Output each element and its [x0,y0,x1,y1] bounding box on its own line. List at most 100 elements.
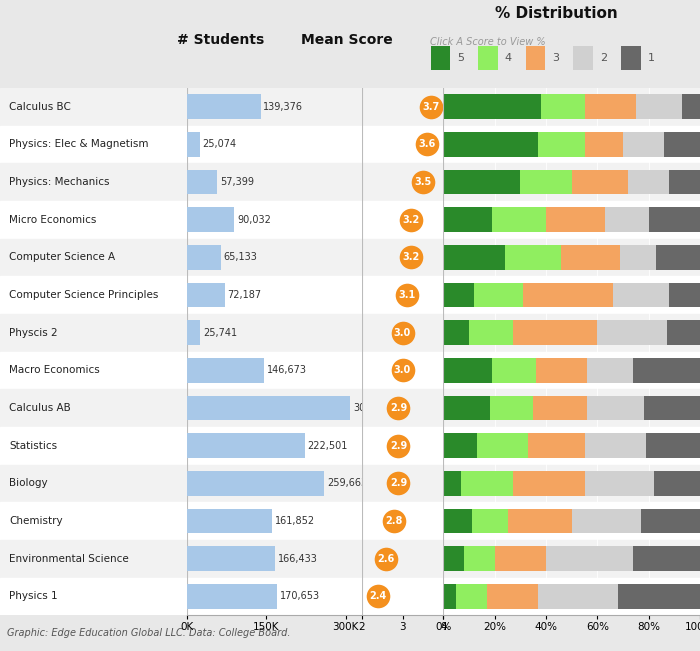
Bar [362,314,443,352]
Bar [0,502,187,540]
Bar [443,396,489,421]
Bar [0,238,187,276]
Bar [187,584,277,609]
Text: 1: 1 [648,53,654,63]
Bar [0,389,187,427]
Bar [584,471,654,495]
Bar [572,170,628,194]
Bar [0,465,187,502]
Bar [443,320,469,345]
Text: Calculus AB: Calculus AB [9,403,71,413]
Text: Biology: Biology [9,478,48,488]
Bar [187,427,362,465]
Bar [362,276,443,314]
Bar [464,546,495,571]
Text: 161,852: 161,852 [275,516,315,526]
Bar [669,283,700,307]
Text: Mean Score: Mean Score [300,33,393,47]
Text: Calculus BC: Calculus BC [9,102,71,112]
Bar [187,245,221,270]
Bar [362,502,443,540]
Bar [541,94,584,119]
Text: 146,673: 146,673 [267,365,307,376]
Bar [0,540,187,577]
Bar [666,320,700,345]
Bar [362,577,443,615]
Text: Click A Score to View %: Click A Score to View % [430,37,546,47]
Bar [187,94,260,119]
Bar [649,208,700,232]
Text: Physics: Mechanics: Physics: Mechanics [9,177,110,187]
Bar [584,434,646,458]
Bar [628,170,669,194]
Bar [587,396,643,421]
Bar [512,471,584,495]
Bar [187,283,225,307]
Bar [443,88,700,126]
Text: Physics 1: Physics 1 [9,591,58,602]
Bar [362,352,443,389]
Text: Environmental Science: Environmental Science [9,554,129,564]
Text: Physcis 2: Physcis 2 [9,327,58,338]
Bar [492,358,536,383]
Bar [0,502,187,540]
Bar [0,577,187,615]
Bar [0,163,187,201]
Bar [618,584,700,609]
Text: 3.6: 3.6 [419,139,435,149]
Bar [546,546,634,571]
Bar [634,358,700,383]
Bar [187,434,304,458]
Bar [443,352,700,389]
Bar [0,201,187,238]
Bar [443,283,474,307]
Text: 2.9: 2.9 [390,478,407,488]
Bar [187,126,362,163]
Text: 4: 4 [505,53,512,63]
FancyBboxPatch shape [430,46,450,70]
Text: 2.9: 2.9 [390,403,407,413]
Bar [443,471,461,495]
Text: % Distribution: % Distribution [495,6,618,21]
Bar [187,132,200,157]
Bar [538,584,618,609]
Bar [187,88,362,126]
Text: Micro Economics: Micro Economics [9,215,97,225]
Bar [362,540,443,577]
Bar [0,352,187,389]
Bar [0,276,187,314]
Bar [682,94,700,119]
Bar [0,201,187,238]
Bar [456,584,487,609]
Bar [362,126,443,163]
FancyBboxPatch shape [573,46,593,70]
Bar [0,238,187,276]
Text: 139,376: 139,376 [263,102,303,112]
Bar [472,509,507,533]
Text: 166,433: 166,433 [278,554,318,564]
Text: 3.2: 3.2 [402,215,419,225]
Bar [0,540,187,577]
Bar [443,245,505,270]
Bar [362,88,443,126]
Bar [0,352,187,389]
Bar [187,320,200,345]
Bar [495,546,546,571]
Bar [0,427,187,465]
Bar [362,238,443,276]
Bar [646,434,700,458]
FancyBboxPatch shape [478,46,498,70]
Bar [187,170,217,194]
Bar [187,389,362,427]
Text: 170,653: 170,653 [280,591,320,602]
Bar [0,126,187,163]
Text: Computer Science A: Computer Science A [9,253,115,262]
Bar [443,509,472,533]
Bar [443,358,492,383]
Bar [362,201,443,238]
Bar [0,88,187,126]
Text: Macro Economics: Macro Economics [9,365,100,376]
Bar [443,546,464,571]
Bar [443,584,456,609]
Bar [0,427,187,465]
